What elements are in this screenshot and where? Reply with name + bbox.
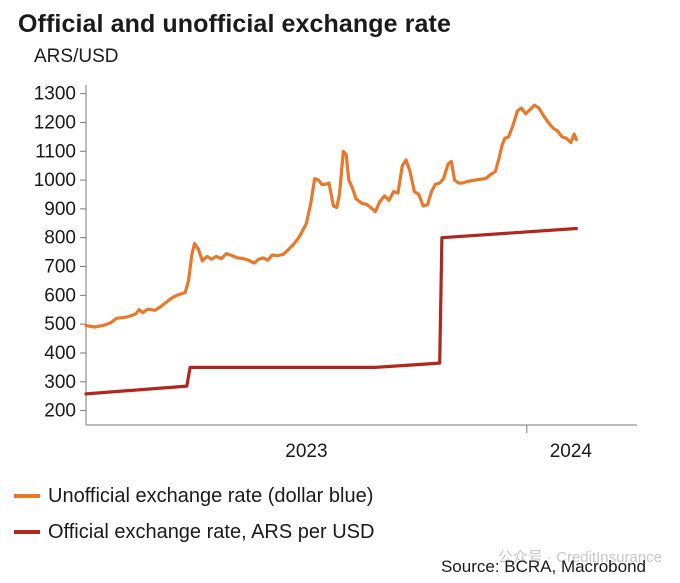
- watermark: 公众号 · CreditInsurance: [497, 549, 662, 566]
- legend-swatch-official: [14, 530, 40, 534]
- y-tick-label-1100: 1100: [35, 141, 76, 162]
- x-tick-label-2023: 2023: [285, 441, 327, 462]
- y-tick-label-900: 900: [44, 199, 76, 220]
- y-tick-label-1000: 1000: [34, 170, 76, 191]
- series-line-official: [84, 226, 578, 396]
- y-tick-label-200: 200: [44, 401, 76, 422]
- y-axis: 200 300 400 500 600 700 800 900 1000 1100 1200 1300: [34, 84, 87, 425]
- series-line-unofficial: [84, 103, 578, 329]
- source-note: Source: BCRA, Macrobond: [440, 557, 646, 576]
- y-tick-label-700: 700: [44, 257, 76, 278]
- legend-item-unofficial: Unofficial exchange rate (dollar blue): [14, 478, 374, 514]
- y-tick-label-600: 600: [44, 285, 76, 306]
- x-axis: 2023 2024: [86, 424, 637, 462]
- chart-title: Official and unofficial exchange rate: [18, 10, 451, 38]
- y-axis-unit-label: ARS/USD: [34, 46, 119, 67]
- legend-swatch-unofficial: [14, 494, 40, 498]
- y-tick-label-1200: 1200: [34, 112, 76, 133]
- y-tick-label-300: 300: [44, 372, 76, 393]
- y-tick-label-1300: 1300: [34, 84, 76, 105]
- legend-item-official: Official exchange rate, ARS per USD: [14, 514, 374, 550]
- y-tick-label-500: 500: [44, 314, 76, 335]
- x-tick-label-2024: 2024: [550, 441, 593, 462]
- legend-label-unofficial: Unofficial exchange rate (dollar blue): [48, 484, 374, 507]
- legend: Unofficial exchange rate (dollar blue) O…: [14, 478, 374, 550]
- y-tick-label-400: 400: [44, 343, 76, 364]
- y-tick-label-800: 800: [44, 228, 76, 249]
- legend-label-official: Official exchange rate, ARS per USD: [48, 520, 375, 543]
- series-layer: [84, 103, 578, 396]
